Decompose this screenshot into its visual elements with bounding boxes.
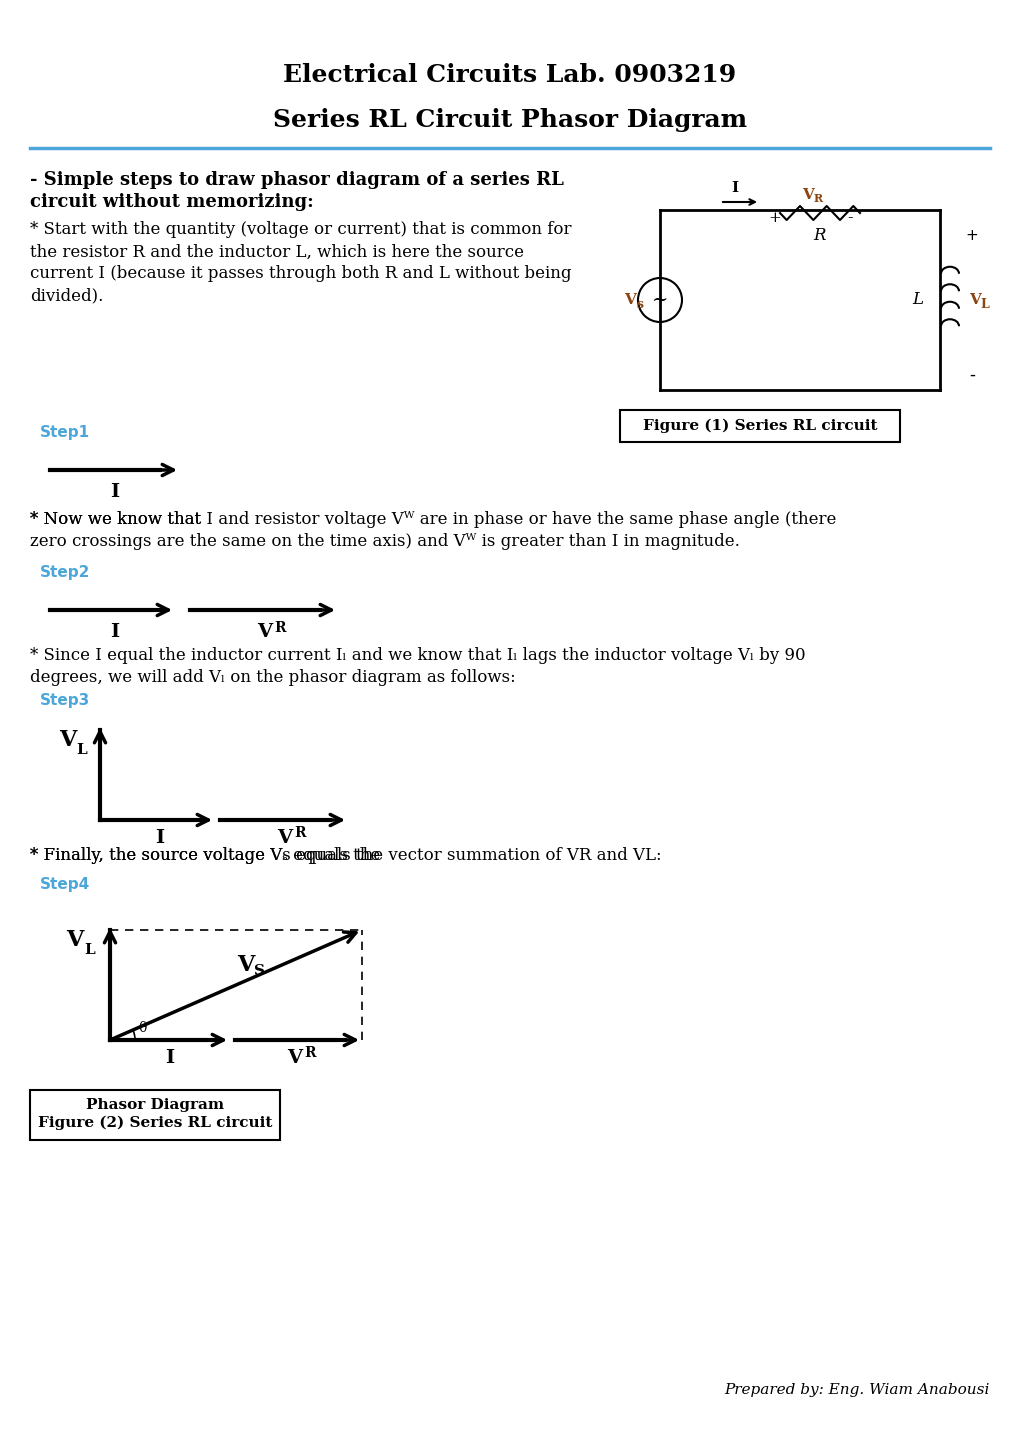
Text: Phasor Diagram: Phasor Diagram xyxy=(86,1097,224,1112)
Text: V: V xyxy=(968,293,980,307)
Text: Prepared by: Eng. Wiam Anabousi: Prepared by: Eng. Wiam Anabousi xyxy=(723,1383,989,1397)
Text: current I (because it passes through both R and L without being: current I (because it passes through bot… xyxy=(30,265,571,283)
Text: R: R xyxy=(293,826,306,841)
Text: L: L xyxy=(76,743,88,757)
Text: L: L xyxy=(85,943,96,957)
Text: R: R xyxy=(274,622,285,634)
Text: * Start with the quantity (voltage or current) that is common for: * Start with the quantity (voltage or cu… xyxy=(30,222,571,238)
Text: * Since I equal the inductor current Iₗ and we know that Iₗ lags the inductor vo: * Since I equal the inductor current Iₗ … xyxy=(30,646,805,663)
Text: Step4: Step4 xyxy=(40,878,90,893)
Text: S: S xyxy=(255,965,265,978)
Text: degrees, we will add Vₗ on the phasor diagram as follows:: degrees, we will add Vₗ on the phasor di… xyxy=(30,669,516,685)
Text: Step1: Step1 xyxy=(40,424,90,440)
Text: R: R xyxy=(812,192,821,203)
Text: V: V xyxy=(287,1048,303,1067)
Text: Electrical Circuits Lab. 0903219: Electrical Circuits Lab. 0903219 xyxy=(283,63,736,87)
Text: -: - xyxy=(847,209,852,226)
Text: zero crossings are the same on the time axis) and Vᵂ is greater than I in magnit: zero crossings are the same on the time … xyxy=(30,534,739,551)
Text: Step2: Step2 xyxy=(40,564,91,580)
Text: +: + xyxy=(965,228,977,242)
Text: * Now we know that: * Now we know that xyxy=(30,512,206,529)
Text: Series RL Circuit Phasor Diagram: Series RL Circuit Phasor Diagram xyxy=(273,108,746,133)
Text: I: I xyxy=(110,623,119,642)
Text: R: R xyxy=(304,1045,316,1060)
Text: -: - xyxy=(968,366,974,384)
Text: V: V xyxy=(237,955,255,976)
Text: * Finally, the source voltage Vₛ equals the: * Finally, the source voltage Vₛ equals … xyxy=(30,846,385,864)
Text: V: V xyxy=(59,730,76,751)
Text: V: V xyxy=(624,293,635,307)
Text: I: I xyxy=(731,182,738,195)
Text: V: V xyxy=(277,829,292,846)
Text: s: s xyxy=(636,298,643,311)
Text: Step3: Step3 xyxy=(40,692,90,708)
Text: V: V xyxy=(801,187,813,202)
Text: R: R xyxy=(813,226,825,244)
Text: * Now we know that I and resistor voltage Vᵂ are in phase or have the same phase: * Now we know that I and resistor voltag… xyxy=(30,512,836,529)
Text: I: I xyxy=(110,483,119,500)
Text: I: I xyxy=(155,829,164,846)
Text: +: + xyxy=(768,211,781,225)
Text: L: L xyxy=(979,298,988,311)
Text: Figure (2) Series RL circuit: Figure (2) Series RL circuit xyxy=(38,1116,272,1131)
Text: the resistor R and the inductor L, which is here the source: the resistor R and the inductor L, which… xyxy=(30,244,524,261)
Bar xyxy=(620,410,899,443)
Text: ~: ~ xyxy=(651,291,667,309)
Bar xyxy=(30,1090,280,1141)
Text: - Simple steps to draw phasor diagram of a series RL: - Simple steps to draw phasor diagram of… xyxy=(30,172,564,189)
Text: * Finally, the source voltage Vs equals the vector summation of VR and VL:: * Finally, the source voltage Vs equals … xyxy=(30,846,661,864)
Text: V: V xyxy=(66,929,84,952)
Text: circuit without memorizing:: circuit without memorizing: xyxy=(30,193,314,211)
Text: divided).: divided). xyxy=(30,287,103,304)
Text: V: V xyxy=(257,623,272,642)
Text: θ: θ xyxy=(138,1021,146,1035)
Text: L: L xyxy=(912,291,922,309)
Text: Figure (1) Series RL circuit: Figure (1) Series RL circuit xyxy=(642,418,876,433)
Text: I: I xyxy=(165,1048,174,1067)
